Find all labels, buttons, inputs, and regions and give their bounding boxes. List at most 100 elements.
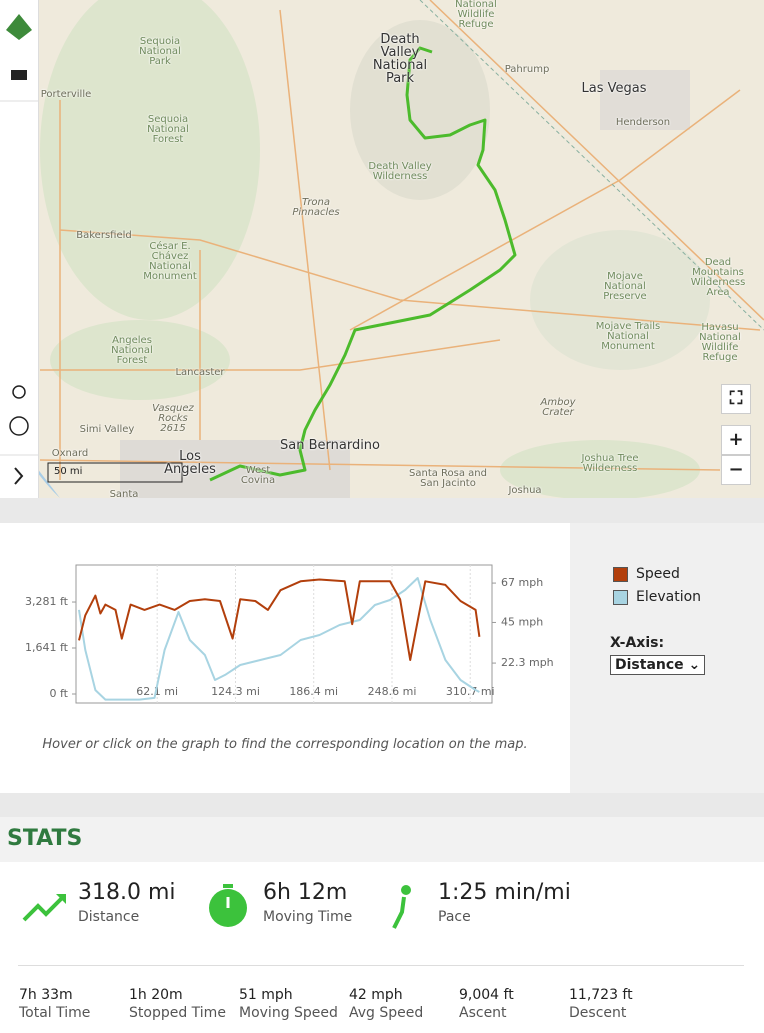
stat-detail: 11,723 ft Descent [569, 987, 633, 1021]
x-tick-label: 62.1 mi [136, 685, 178, 698]
legend-entry: Elevation [613, 589, 701, 605]
stat-detail: 42 mph Avg Speed [349, 987, 423, 1021]
stats-icons [22, 884, 411, 929]
zoom-in-button[interactable]: + [721, 425, 751, 455]
stats-divider [18, 965, 744, 966]
x-tick-label: 248.6 mi [368, 685, 417, 698]
legend-entry: Speed [613, 566, 701, 582]
stat-detail-value: 9,004 ft [459, 987, 514, 1003]
stats-title: STATS [7, 826, 83, 851]
stat-detail-value: 1h 20m [129, 987, 183, 1003]
stat-detail-label: Total Time [19, 1005, 91, 1021]
map-label: Sequoia National Park [139, 36, 181, 67]
map-label: Bakersfield [76, 230, 132, 241]
y2-tick-label: 45 mph [501, 615, 543, 628]
series-line [78, 577, 480, 701]
stats-body: 318.0 mi Distance 6h 12m Moving Time 1:25 mi… [0, 862, 764, 1033]
x-axis-label: X-Axis: [610, 635, 665, 651]
stat-detail: 1h 20m Stopped Time [129, 987, 226, 1021]
map-label: Santa Rosa and San Jacinto [409, 468, 487, 489]
y-tick-label: 3,281 ft [25, 595, 69, 608]
legend-swatch [613, 566, 628, 582]
map-label: Oxnard [51, 448, 89, 459]
chart[interactable]: 62.1 mi 124.3 mi 186.4 mi 248.6 mi 310.7 mi 0… [0, 523, 570, 763]
legend-label: Elevation [636, 589, 702, 605]
map-label: Death Valley Wilderness [368, 161, 432, 182]
stat-main: 1:25 min/mi Pace [438, 880, 571, 925]
map-scale: 50 mi [54, 466, 83, 477]
map-label: Mojave Trails National Monument [595, 321, 661, 352]
stat-main: 6h 12m Moving Time [263, 880, 352, 925]
stat-detail: 7h 33m Total Time [19, 987, 90, 1021]
stat-detail-label: Avg Speed [349, 1005, 424, 1021]
map-label: Vasquez Rocks 2615 [152, 403, 194, 434]
map-label: Los Angeles [164, 449, 216, 477]
map-label: Havasu National Wildlife Refuge [699, 322, 741, 363]
map-label: Sequoia National Forest [147, 114, 189, 145]
legend: Speed Elevation [613, 566, 701, 612]
y2-tick-label: 67 mph [501, 576, 543, 589]
x-tick-label: 186.4 mi [289, 685, 338, 698]
map-label: Death Valley National Park [372, 32, 428, 86]
map-label: Porterville [40, 89, 92, 100]
stat-label: Moving Time [263, 909, 353, 925]
toolbar-icons [0, 14, 38, 485]
print-icon[interactable] [11, 70, 27, 80]
map-label: Pahrump [504, 64, 550, 75]
stat-main: 318.0 mi Distance [78, 880, 176, 925]
map-label: Trona Pinnacles [292, 197, 340, 218]
map-label: Mojave National Preserve [603, 271, 647, 302]
stat-detail-value: 42 mph [349, 987, 403, 1003]
stat-detail: 51 mph Moving Speed [239, 987, 338, 1021]
legend-swatch [613, 589, 628, 605]
logo-icon[interactable] [6, 14, 32, 40]
map-label: Henderson [615, 117, 671, 128]
map-label: César E. Chávez National Monument [143, 241, 197, 282]
stat-detail-label: Moving Speed [239, 1005, 338, 1021]
map-label: West Covina [240, 465, 276, 486]
plot-frame [75, 564, 493, 704]
distance-icon [22, 896, 64, 922]
stat-value: 1:25 min/mi [438, 880, 571, 905]
stat-detail-label: Stopped Time [129, 1005, 226, 1021]
chart-caption: Hover or click on the graph to find the … [42, 737, 528, 752]
map[interactable]: Death Valley National Park National Wildl… [0, 0, 764, 498]
stat-detail-label: Descent [569, 1005, 627, 1021]
map-background [0, 0, 764, 498]
map-label: Santa [109, 489, 139, 499]
x-axis-choice: Distance [615, 657, 684, 673]
series-line [78, 578, 481, 661]
stat-value: 318.0 mi [78, 880, 176, 905]
expand-icon[interactable] [14, 467, 24, 485]
stat-label: Pace [438, 909, 471, 925]
pace-icon [401, 885, 411, 895]
x-axis-select[interactable]: Distance ⌄ [610, 655, 706, 675]
fullscreen-button[interactable]: ⛶ [721, 384, 751, 414]
map-label: Lancaster [175, 367, 225, 378]
tips-icon[interactable] [12, 385, 26, 399]
stat-detail-label: Ascent [459, 1005, 507, 1021]
zoom-out-button[interactable]: − [721, 455, 751, 485]
stat-label: Distance [78, 909, 140, 925]
map-label: National Wildlife Refuge [455, 0, 497, 30]
y-tick-label: 1,641 ft [25, 641, 69, 654]
legend-panel: Speed Elevation X-Axis: Distance ⌄ [570, 523, 764, 793]
x-tick-label: 124.3 mi [211, 685, 260, 698]
map-label: Las Vegas [581, 81, 647, 96]
map-label: Joshua Tree Wilderness [581, 453, 639, 474]
stat-detail: 9,004 ft Ascent [459, 987, 514, 1021]
map-label: Simi Valley [79, 424, 135, 435]
stat-detail-value: 7h 33m [19, 987, 73, 1003]
stat-detail-value: 51 mph [239, 987, 293, 1003]
y-tick-label: 0 ft [50, 687, 69, 700]
stat-detail-value: 11,723 ft [569, 987, 633, 1003]
y2-tick-label: 22.3 mph [501, 656, 554, 669]
x-tick-label: 310.7 mi [446, 685, 495, 698]
help-icon[interactable] [9, 416, 29, 436]
stat-value: 6h 12m [263, 880, 348, 905]
map-label: Dead Mountains Wilderness Area [690, 257, 746, 298]
map-label: Joshua [508, 485, 542, 496]
legend-label: Speed [636, 566, 680, 582]
